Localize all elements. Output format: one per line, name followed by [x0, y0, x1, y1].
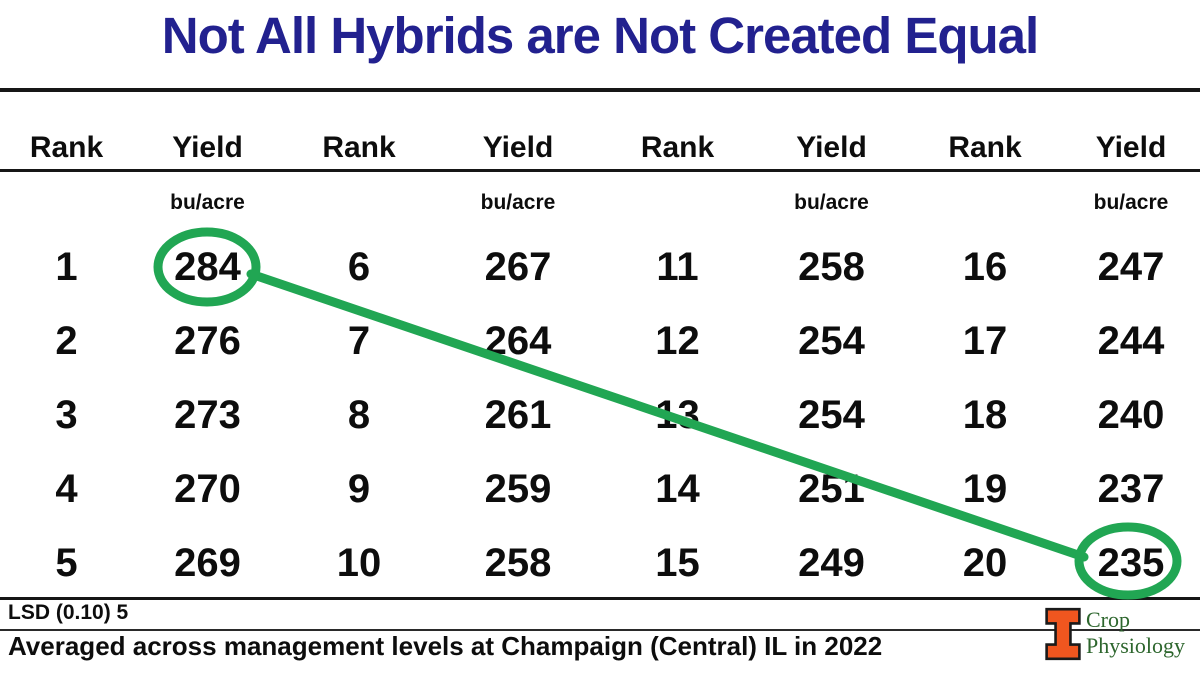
rank-cell: 3: [55, 392, 78, 437]
yield-cell: 254: [798, 392, 865, 437]
rank-cell: 9: [347, 466, 371, 511]
rank-cell: 4: [55, 466, 78, 511]
unit-spacer: [600, 176, 755, 230]
yield-cell: 264: [484, 318, 552, 363]
yield-cell: 237: [1097, 466, 1165, 511]
yield-cell: 251: [798, 466, 865, 511]
slide-title: Not All Hybrids are Not Created Equal: [161, 7, 1039, 64]
column-header-rank: Rank: [29, 131, 104, 164]
unit-spacer: [282, 176, 436, 230]
yield-cell: 240: [1097, 392, 1165, 437]
rank-cell: 11: [656, 244, 699, 289]
slide-caption: Averaged across management levels at Cha…: [8, 631, 883, 661]
yield-cell: 267: [484, 244, 552, 289]
column-header-rank: Rank: [640, 131, 715, 164]
rank-cell: 15: [655, 540, 700, 585]
yield-cell: 244: [1097, 318, 1165, 363]
rank-cell: 13: [655, 392, 700, 437]
rank-cell: 7: [347, 318, 371, 363]
title-divider: [0, 88, 1200, 92]
logo-line2: Physiology: [1086, 632, 1186, 658]
rank-cell: 2: [55, 318, 78, 363]
yield-table: Rank Yield Rank Yield Rank Yield Rank Yi…: [0, 120, 1200, 600]
yield-cell: 259: [484, 466, 552, 511]
unit-label: bu/acre: [480, 191, 556, 214]
rank-cell: 6: [347, 244, 371, 289]
yield-cell: 247: [1097, 244, 1165, 289]
illinois-block-i-icon: [1045, 607, 1081, 661]
yield-cell: 273: [174, 392, 241, 437]
lsd-divider: [0, 629, 1200, 631]
column-header-yield: Yield: [1095, 131, 1167, 164]
unit-spacer: [0, 176, 133, 230]
column-header-yield: Yield: [172, 131, 243, 164]
crop-physiology-logo: Crop Physiology: [1044, 607, 1185, 661]
lsd-note: LSD (0.10) 5: [8, 601, 129, 624]
column-header-rank: Rank: [948, 131, 1022, 164]
rank-cell: 16: [962, 244, 1008, 289]
yield-cell: 258: [484, 540, 552, 585]
column-header-rank: Rank: [322, 131, 396, 164]
rank-cell: 1: [55, 244, 78, 289]
rank-cell: 5: [55, 540, 78, 585]
yield-cell: 235: [1097, 540, 1165, 585]
yield-cell: 269: [174, 540, 241, 585]
unit-spacer: [908, 176, 1062, 230]
rank-cell: 10: [336, 540, 382, 585]
logo-text: Crop Physiology: [1086, 607, 1185, 659]
rank-cell: 12: [655, 318, 700, 363]
table-bottom-divider: [0, 597, 1200, 600]
column-header-yield: Yield: [482, 131, 554, 164]
yield-cell: 261: [484, 392, 552, 437]
yield-cell: 284: [174, 244, 241, 289]
rank-cell: 18: [962, 392, 1008, 437]
rank-cell: 8: [347, 392, 371, 437]
rank-cell: 20: [962, 540, 1008, 585]
yield-cell: 270: [174, 466, 241, 511]
yield-cell: 254: [798, 318, 865, 363]
unit-label: bu/acre: [794, 191, 869, 214]
logo-line1: Crop: [1086, 607, 1130, 632]
unit-label: bu/acre: [170, 191, 245, 214]
unit-label: bu/acre: [1093, 191, 1169, 214]
rank-cell: 17: [962, 318, 1008, 363]
header-divider: [0, 169, 1200, 172]
column-header-yield: Yield: [796, 131, 867, 164]
yield-cell: 249: [798, 540, 865, 585]
yield-cell: 258: [798, 244, 865, 289]
rank-cell: 14: [655, 466, 700, 511]
rank-cell: 19: [962, 466, 1008, 511]
yield-cell: 276: [174, 318, 241, 363]
